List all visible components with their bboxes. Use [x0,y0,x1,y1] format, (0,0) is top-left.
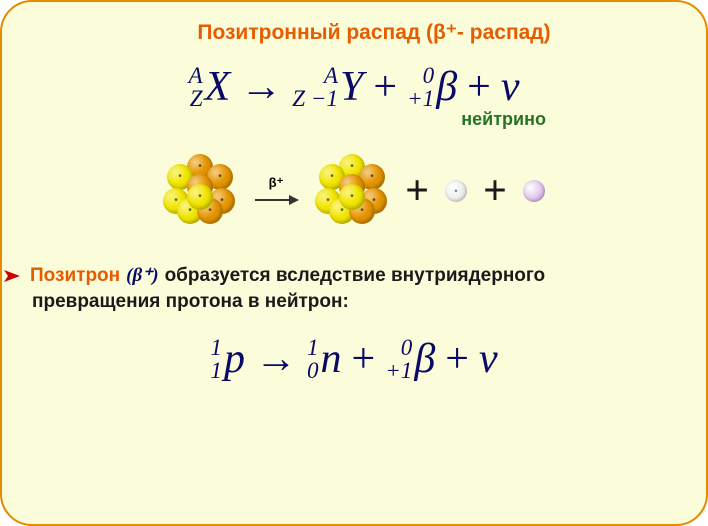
f1-term-nu: ν [501,66,520,108]
neutrino-label: нейтрино [32,109,676,130]
f1-plus1: + [369,63,401,111]
neutron-ball [187,184,213,210]
arrow-icon [253,193,299,207]
f2-plus1: + [348,335,380,383]
bullet-arrow-icon [2,268,24,284]
f2-term-p: 11 p [210,336,245,382]
f2-arrow: → [251,335,301,383]
decay-formula: AZ X → AZ −1 Y + 0+1 β + ν [32,63,676,111]
f2-plus2: + [441,335,473,383]
beta-label: β⁺ [269,175,284,191]
desc-rest: образуется вследствие внутриядерного [165,265,546,287]
formula2: 11 p → 10 n + 0+1 β + ν [210,335,497,383]
positron-word: Позитрон [30,265,120,287]
f1-term-x: AZ X [189,64,231,110]
description-line2: превращения протона в нейтрон: [32,291,676,313]
proton-formula: 11 p → 10 n + 0+1 β + ν [32,335,676,383]
nuclear-diagram: β⁺ + • + [32,154,676,228]
neutron-ball [339,184,365,210]
diagram-plus2: + [483,167,507,215]
title-text: Позитронный распад (β⁺- распад) [197,21,550,44]
slide-title: Позитронный распад (β⁺- распад) [72,20,676,45]
f1-plus2: + [463,63,495,111]
reaction-arrow: β⁺ [253,175,299,207]
description-line1: Позитрон (β⁺) образуется вследствие внут… [32,264,676,287]
f2-term-nu: ν [479,338,498,380]
f2-term-beta: 0+1 β [385,336,435,382]
neutrino-particle [523,180,545,202]
slide: Позитронный распад (β⁺- распад) AZ X → A… [0,0,708,526]
beta-inline: (β⁺) [126,264,158,287]
nucleus-before [163,154,237,228]
f1-term-y: AZ −1 Y [292,64,363,110]
diagram-plus1: + [405,167,429,215]
positron-particle: • [445,180,467,202]
f1-term-beta: 0+1 β [407,64,457,110]
nucleus-after [315,154,389,228]
formula1: AZ X → AZ −1 Y + 0+1 β + ν [189,63,520,111]
f1-arrow: → [236,63,286,111]
f2-term-n: 10 n [307,336,342,382]
